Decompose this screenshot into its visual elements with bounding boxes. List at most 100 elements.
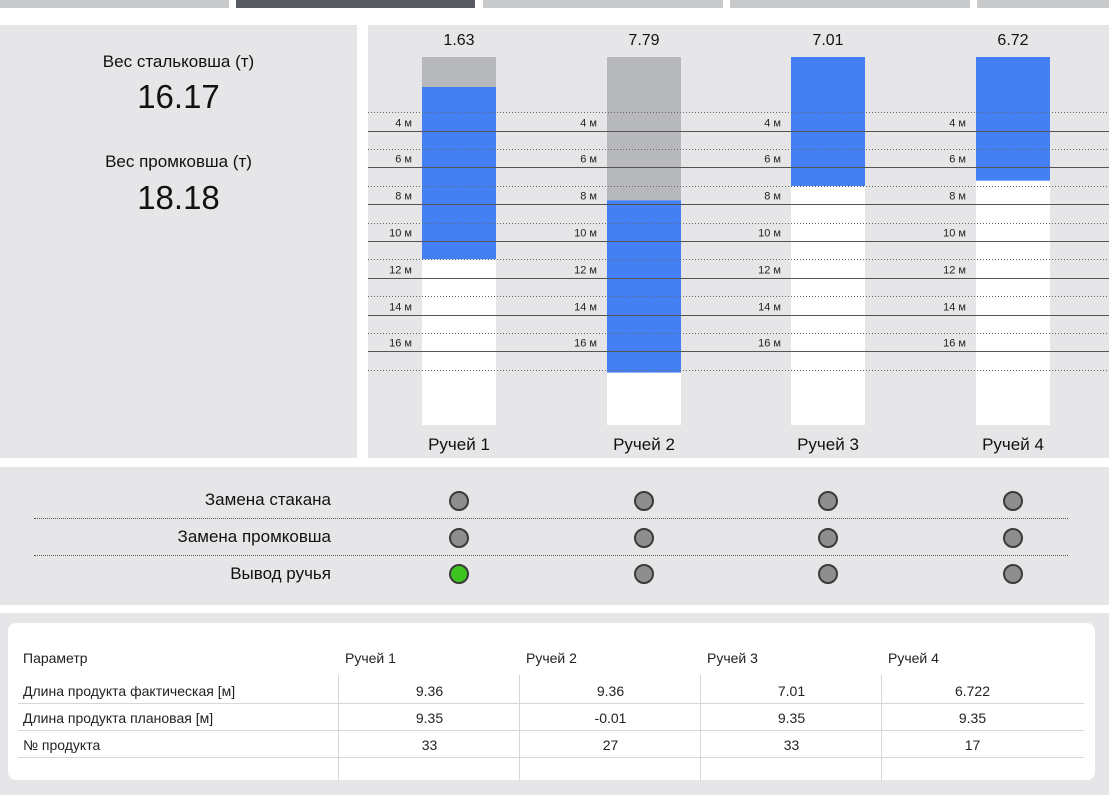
table-cell: -0.01: [594, 710, 627, 726]
column-divider: [881, 675, 882, 781]
strand-bar-product-segment: [607, 200, 681, 373]
table-cell: 9.36: [415, 683, 444, 699]
column-header-strand-2: Ручей 2: [526, 650, 577, 666]
tab-strip: [0, 0, 1109, 18]
strand-bar-upper-segment: [607, 57, 681, 201]
level-tick-label: 4 м: [395, 118, 412, 130]
level-tick-label: 16 м: [758, 338, 781, 350]
row-divider: [18, 757, 1084, 758]
row-divider: [34, 518, 1068, 519]
row-label-product-number: № продукта: [23, 737, 101, 753]
strand-category-label: Ручей 3: [797, 435, 859, 454]
strand-top-value-label: 1.63: [443, 32, 474, 49]
table-cell: 9.36: [596, 683, 625, 699]
weights-panel: Вес стальковша (т) 16.17 Вес промковша (…: [0, 25, 357, 458]
status-indicator-light: [634, 491, 654, 511]
table-cell: 27: [602, 737, 619, 753]
indicator-label-tundish-change: Замена промковша: [177, 527, 331, 546]
column-divider: [700, 675, 701, 781]
table-cell: 17: [964, 737, 981, 753]
tundish-weight-value: 18.18: [137, 179, 220, 216]
row-label-actual-length: Длина продукта фактическая [м]: [23, 683, 236, 699]
level-tick-label: 14 м: [574, 302, 597, 314]
level-tick-label: 12 м: [758, 265, 781, 277]
status-indicator-light: [449, 564, 469, 584]
level-tick-label: 14 м: [943, 302, 966, 314]
table-cell: 9.35: [777, 710, 806, 726]
tab-5[interactable]: [977, 0, 1109, 8]
level-tick-label: 10 м: [943, 228, 966, 240]
strand-top-value-label: 6.72: [997, 32, 1028, 49]
status-indicator-light: [449, 528, 469, 548]
strand-top-value-label: 7.01: [812, 32, 843, 49]
column-header-strand-1: Ручей 1: [345, 650, 396, 666]
strand-top-value-label: 7.79: [628, 32, 659, 49]
strand-category-label: Ручей 1: [428, 435, 490, 454]
status-indicator-light: [1003, 528, 1023, 548]
indicator-label-strand-output: Вывод ручья: [230, 564, 331, 583]
level-tick-label: 12 м: [574, 265, 597, 277]
table-cell: 9.35: [415, 710, 444, 726]
level-tick-label: 6 м: [580, 154, 597, 166]
level-tick-label: 10 м: [758, 228, 781, 240]
status-indicator-light: [1003, 491, 1023, 511]
tab-3[interactable]: [483, 0, 723, 8]
level-tick-label: 12 м: [943, 265, 966, 277]
level-tick-label: 8 м: [764, 191, 781, 203]
level-tick-label: 4 м: [764, 118, 781, 130]
level-tick-label: 14 м: [758, 302, 781, 314]
strand-bar-product-segment: [422, 86, 496, 260]
level-tick-label: 6 м: [764, 154, 781, 166]
strands-chart-panel: 1.63 Ручей 1 7.79 Ручей 2 7.01 Ручей 3 6.72 Руч…: [368, 25, 1109, 458]
level-tick-label: 16 м: [389, 338, 412, 350]
level-tick-label: 14 м: [389, 302, 412, 314]
parameters-panel: Параметр Ручей 1 Ручей 2 Ручей 3 Ручей 4…: [0, 613, 1109, 795]
level-tick-label: 16 м: [943, 338, 966, 350]
column-header-parameter: Параметр: [23, 650, 88, 666]
tab-4[interactable]: [730, 0, 970, 8]
status-indicator-light: [634, 564, 654, 584]
row-label-planned-length: Длина продукта плановая [м]: [23, 710, 214, 726]
column-header-strand-3: Ручей 3: [707, 650, 758, 666]
tab-1[interactable]: [0, 0, 229, 8]
level-tick-label: 6 м: [949, 154, 966, 166]
status-indicator-light: [818, 528, 838, 548]
row-divider: [18, 703, 1084, 704]
status-indicator-light: [634, 528, 654, 548]
column-divider: [519, 675, 520, 781]
level-tick-label: 12 м: [389, 265, 412, 277]
strands-chart: 1.63 Ручей 1 7.79 Ручей 2 7.01 Ручей 3 6.72 Руч…: [368, 32, 1109, 454]
level-tick-label: 4 м: [580, 118, 597, 130]
tundish-weight-label: Вес промковша (т): [105, 152, 252, 171]
strand-category-label: Ручей 4: [982, 435, 1044, 454]
row-divider: [18, 730, 1084, 731]
strand-bar-product-segment: [791, 57, 865, 186]
table-cell: 7.01: [777, 683, 806, 699]
steel-ladle-weight-value: 16.17: [137, 78, 220, 115]
indicator-label-nozzle-change: Замена стакана: [204, 490, 331, 509]
level-tick-label: 4 м: [949, 118, 966, 130]
level-tick-label: 10 м: [389, 228, 412, 240]
table-cell: 9.35: [958, 710, 987, 726]
column-header-strand-4: Ручей 4: [888, 650, 939, 666]
status-indicator-light: [818, 564, 838, 584]
strand-category-label: Ручей 2: [613, 435, 675, 454]
steel-ladle-weight-label: Вес стальковша (т): [102, 52, 255, 71]
level-tick-label: 8 м: [580, 191, 597, 203]
row-divider: [34, 555, 1068, 556]
strand-bar-upper-segment: [422, 57, 496, 87]
level-tick-label: 6 м: [395, 154, 412, 166]
status-indicator-light: [818, 491, 838, 511]
table-cell: 33: [421, 737, 438, 753]
table-cell: 6.722: [954, 683, 991, 699]
level-tick-label: 8 м: [395, 191, 412, 203]
table-cell: 33: [783, 737, 800, 753]
level-tick-label: 16 м: [574, 338, 597, 350]
tab-2[interactable]: [236, 0, 475, 8]
status-indicator-light: [1003, 564, 1023, 584]
level-tick-label: 10 м: [574, 228, 597, 240]
status-indicator-light: [449, 491, 469, 511]
indicators-panel: Замена стакана Замена промковша Вывод ру…: [0, 467, 1109, 605]
column-divider: [338, 675, 339, 781]
parameters-table: Параметр Ручей 1 Ручей 2 Ручей 3 Ручей 4…: [8, 623, 1095, 781]
